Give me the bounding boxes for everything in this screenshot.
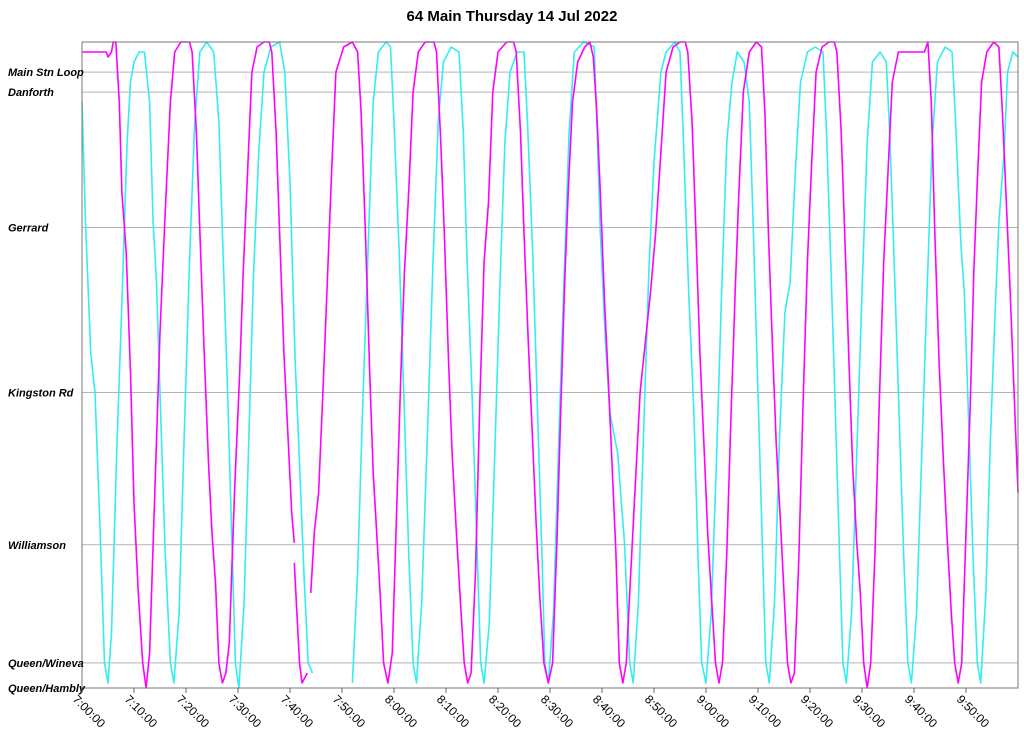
x-tick-label: 8:00:00 [382, 692, 420, 730]
stop-labels: Main Stn Loop Danforth Gerrard Kingston Rd W… [8, 67, 86, 695]
trip-line-1 [351, 41, 1019, 684]
stop-label: Williamson [8, 540, 66, 552]
stop-label: Kingston Rd [8, 388, 74, 400]
time-axis: 7:00:00 7:10:00 7:20:00 7:30:00 7:40:00 7:50:… [70, 688, 992, 731]
stop-label: Queen/Wineva [8, 658, 84, 670]
stop-gridlines [82, 71, 1018, 689]
x-tick-label: 9:50:00 [954, 692, 992, 730]
x-tick-label: 8:20:00 [486, 692, 524, 730]
stop-label: Main Stn Loop [8, 67, 84, 79]
chart-title: 64 Main Thursday 14 Jul 2022 [406, 8, 618, 25]
trip-line-4 [310, 41, 1019, 689]
stop-label: Gerrard [8, 222, 49, 234]
x-tick-label: 9:30:00 [850, 692, 888, 730]
x-tick-label: 8:50:00 [642, 692, 680, 730]
x-tick-label: 7:30:00 [226, 692, 264, 730]
x-tick-label: 7:40:00 [278, 692, 316, 730]
x-tick-label: 8:10:00 [434, 692, 472, 730]
plot-frame [81, 41, 1019, 689]
x-tick-label: 7:00:00 [70, 692, 108, 730]
x-tick-label: 7:20:00 [174, 692, 212, 730]
bus-trip-lines [81, 41, 1019, 689]
trip-line-3 [293, 562, 309, 684]
x-tick-label: 7:10:00 [122, 692, 160, 730]
x-tick-label: 9:10:00 [746, 692, 784, 730]
trip-line-2 [82, 41, 296, 689]
x-tick-label: 7:50:00 [330, 692, 368, 730]
x-tick-label: 9:00:00 [694, 692, 732, 730]
stop-label: Queen/Hambly [8, 683, 86, 695]
x-tick-label: 9:20:00 [798, 692, 836, 730]
x-tick-label: 9:40:00 [902, 692, 940, 730]
x-tick-label: 8:30:00 [538, 692, 576, 730]
stop-label: Danforth [8, 87, 54, 99]
x-tick-label: 8:40:00 [590, 692, 628, 730]
